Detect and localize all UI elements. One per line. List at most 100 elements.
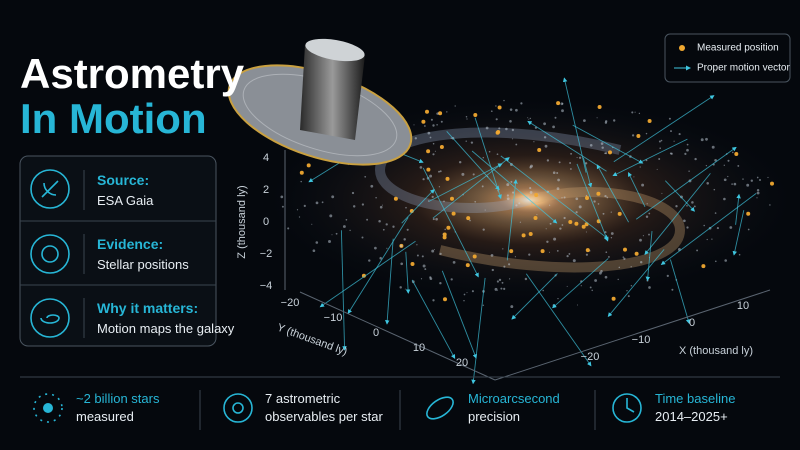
- star-dot: [442, 233, 444, 235]
- star-dot: [533, 216, 538, 220]
- star-dot: [508, 278, 511, 280]
- z-tick-label: 2: [263, 184, 269, 196]
- motion-vector: [432, 157, 510, 219]
- star-dot: [605, 251, 608, 254]
- star-dot: [578, 205, 582, 209]
- stat-line-2: measured: [76, 409, 134, 424]
- star-dot: [315, 241, 319, 244]
- star-dot: [688, 170, 690, 172]
- star-dot: [510, 180, 513, 183]
- star-dot: [536, 213, 538, 216]
- star-dot: [382, 228, 385, 231]
- star-dot: [432, 153, 435, 156]
- star-dot: [711, 145, 715, 149]
- stat-line-1: ~2 billion stars: [76, 391, 160, 406]
- star-dot: [379, 256, 382, 260]
- star-dot: [484, 209, 486, 211]
- star-dot: [299, 170, 304, 175]
- star-dot: [574, 221, 579, 226]
- star-dot: [604, 194, 607, 198]
- star-dot: [364, 175, 367, 178]
- star-dot: [465, 263, 470, 268]
- star-dot: [642, 235, 644, 237]
- star-dot: [534, 193, 539, 197]
- star-dot: [528, 118, 530, 120]
- star-dot: [645, 132, 648, 135]
- motion-vector: [562, 77, 587, 173]
- star-dot: [648, 212, 651, 215]
- star-dot: [680, 195, 683, 199]
- icon-galaxy-arm: [40, 314, 60, 324]
- star-dot: [400, 262, 404, 266]
- motion-vector: [596, 164, 629, 223]
- x-tick-label: 0: [689, 317, 695, 329]
- star-dot: [393, 196, 398, 201]
- motion-vector: [401, 188, 435, 224]
- star-dot: [331, 195, 335, 199]
- star-dot: [501, 281, 504, 284]
- star-dot: [368, 259, 371, 262]
- y-tick-label: 20: [456, 357, 468, 369]
- star-dot: [512, 191, 515, 194]
- star-dot: [466, 118, 468, 120]
- star-dot: [432, 124, 435, 127]
- star-dot: [429, 277, 433, 281]
- star-dot: [445, 176, 450, 181]
- star-dot: [756, 188, 760, 192]
- star-dot: [769, 204, 771, 206]
- motion-vector: [607, 249, 665, 317]
- star-dot: [561, 109, 564, 113]
- star-dot: [296, 209, 299, 211]
- star-dot: [529, 117, 531, 120]
- star-dot: [361, 273, 366, 278]
- motion-vector: [471, 277, 486, 385]
- satellite-top: [305, 38, 365, 62]
- star-dot: [700, 138, 704, 142]
- star-dot: [482, 228, 485, 231]
- star-dot: [633, 176, 635, 178]
- motion-vector: [347, 217, 409, 314]
- star-dot: [494, 287, 498, 291]
- star-dot: [713, 188, 716, 191]
- star-dot: [452, 261, 456, 264]
- star-dot: [281, 205, 284, 208]
- star-dot: [556, 187, 560, 190]
- star-dot: [352, 205, 356, 208]
- star-dot: [641, 183, 645, 187]
- star-dot: [446, 111, 448, 113]
- star-dot: [425, 109, 429, 114]
- star-dot: [419, 166, 423, 169]
- star-dot: [321, 201, 324, 204]
- card-text: Motion maps the galaxy: [97, 321, 235, 336]
- star-dot: [454, 105, 456, 107]
- star-dot: [495, 105, 497, 107]
- star-dot: [361, 236, 364, 239]
- star-dot: [636, 134, 641, 138]
- star-dot: [374, 246, 377, 250]
- star-dot: [436, 112, 439, 115]
- star-dot: [506, 194, 509, 197]
- star-dot: [439, 252, 442, 256]
- star-dot: [429, 174, 433, 178]
- star-dot: [617, 278, 619, 281]
- star-dot: [512, 138, 514, 140]
- x-tick-label: −20: [581, 351, 600, 363]
- star-dot: [742, 178, 744, 180]
- motion-vector: [319, 240, 416, 308]
- motion-vector: [628, 171, 646, 207]
- star-dot: [546, 159, 550, 162]
- star-dot: [623, 257, 626, 260]
- star-dot: [701, 264, 706, 269]
- star-dot: [399, 286, 402, 289]
- star-dot: [686, 204, 688, 207]
- star-dot: [576, 157, 578, 159]
- star-dot: [421, 255, 424, 258]
- star-dot: [750, 179, 753, 182]
- star-dot: [378, 220, 381, 223]
- star-dot: [342, 225, 346, 228]
- star-dot: [727, 175, 729, 178]
- star-dot: [600, 142, 604, 145]
- star-dot: [482, 304, 485, 307]
- star-dot: [630, 266, 632, 268]
